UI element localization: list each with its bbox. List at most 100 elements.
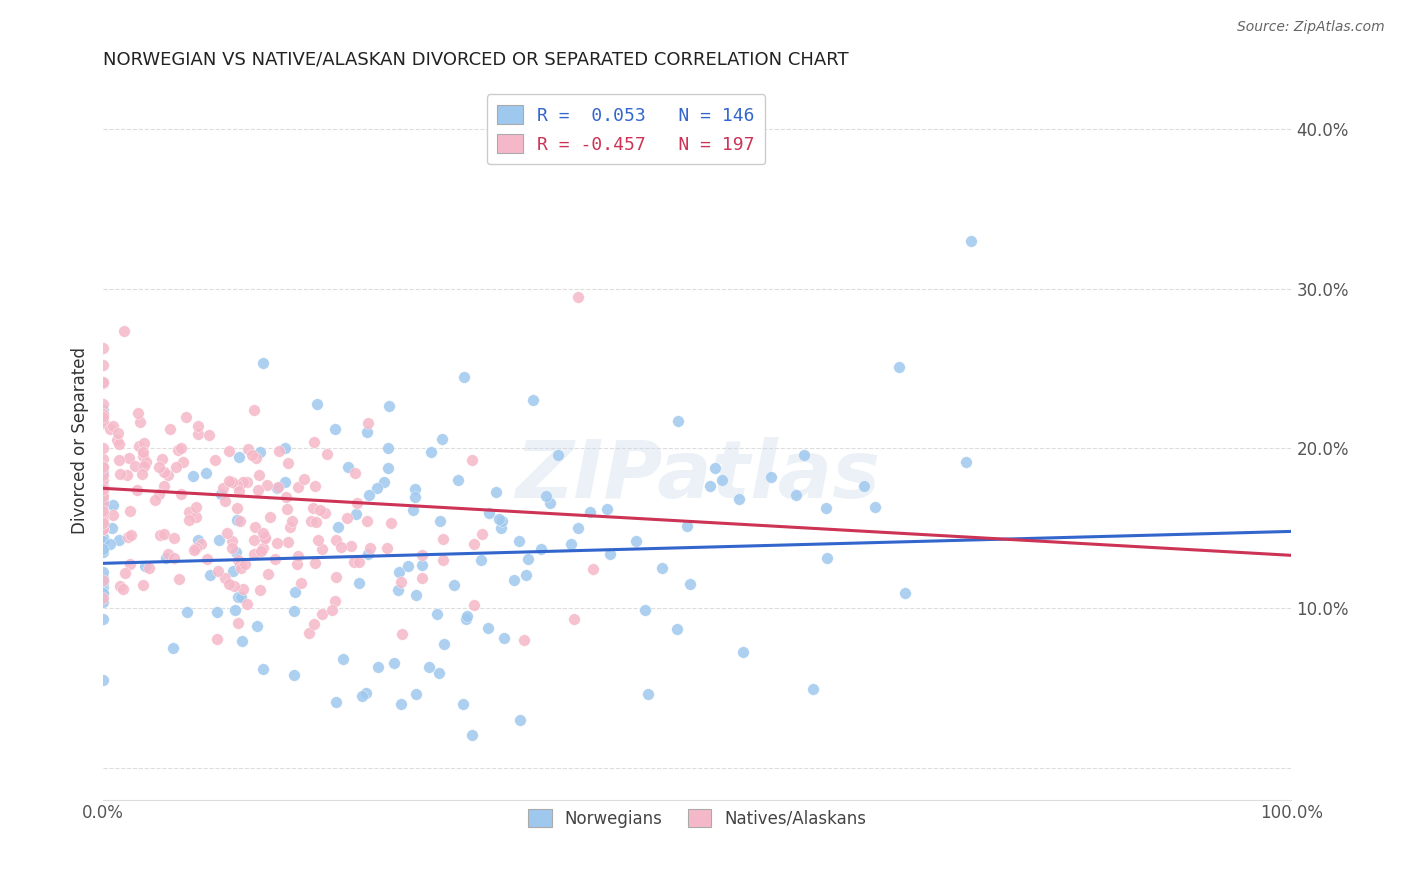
Point xyxy=(247,468,270,483)
Point xyxy=(195,552,218,566)
Point xyxy=(249,582,271,597)
Point xyxy=(159,422,181,436)
Point xyxy=(204,453,226,467)
Point xyxy=(107,425,129,440)
Point xyxy=(405,588,427,602)
Point xyxy=(91,499,114,513)
Point xyxy=(184,500,207,514)
Point xyxy=(298,626,321,640)
Point xyxy=(325,533,347,547)
Point xyxy=(246,619,269,633)
Point xyxy=(699,479,721,493)
Point xyxy=(128,415,150,429)
Point xyxy=(243,402,266,417)
Point xyxy=(283,604,305,618)
Point xyxy=(711,474,734,488)
Point xyxy=(190,537,212,551)
Point xyxy=(287,480,309,494)
Point xyxy=(489,520,512,534)
Point xyxy=(101,508,124,522)
Point xyxy=(114,566,136,580)
Point xyxy=(404,491,426,505)
Point xyxy=(889,359,911,374)
Point xyxy=(451,697,474,711)
Point xyxy=(955,455,977,469)
Point xyxy=(131,578,153,592)
Point xyxy=(165,459,187,474)
Point xyxy=(231,633,253,648)
Point xyxy=(380,516,402,531)
Point xyxy=(221,565,243,579)
Point xyxy=(433,637,456,651)
Point xyxy=(163,531,186,545)
Point xyxy=(91,410,114,425)
Point xyxy=(215,526,238,541)
Point xyxy=(252,541,274,555)
Point xyxy=(405,687,427,701)
Point xyxy=(157,547,180,561)
Point xyxy=(112,324,135,338)
Point xyxy=(522,392,544,407)
Point xyxy=(118,450,141,465)
Point xyxy=(277,456,299,470)
Point xyxy=(356,425,378,439)
Point xyxy=(91,479,114,493)
Point xyxy=(402,503,425,517)
Point xyxy=(344,467,367,481)
Point xyxy=(666,622,689,636)
Point xyxy=(340,539,363,553)
Point xyxy=(101,521,124,535)
Point xyxy=(152,452,174,467)
Point xyxy=(471,527,494,541)
Point xyxy=(91,483,114,497)
Point xyxy=(91,574,114,589)
Point xyxy=(111,582,134,596)
Point xyxy=(221,533,243,548)
Point xyxy=(229,561,252,575)
Point xyxy=(91,341,114,355)
Point xyxy=(579,505,602,519)
Point xyxy=(245,451,267,466)
Point xyxy=(179,513,201,527)
Point xyxy=(299,514,322,528)
Point xyxy=(256,478,278,492)
Point xyxy=(181,469,204,483)
Point xyxy=(103,418,125,433)
Point xyxy=(229,514,252,528)
Point xyxy=(187,418,209,433)
Point xyxy=(225,513,247,527)
Point xyxy=(225,545,247,559)
Point xyxy=(184,541,207,555)
Point xyxy=(256,567,278,582)
Point xyxy=(153,465,176,479)
Point xyxy=(513,632,536,647)
Point xyxy=(266,536,288,550)
Point xyxy=(226,590,249,604)
Text: Source: ZipAtlas.com: Source: ZipAtlas.com xyxy=(1237,20,1385,34)
Point xyxy=(135,455,157,469)
Point xyxy=(389,697,412,711)
Point xyxy=(117,467,139,482)
Point xyxy=(267,480,290,494)
Point xyxy=(91,580,114,594)
Point xyxy=(226,616,249,631)
Point xyxy=(274,475,297,489)
Point xyxy=(325,570,347,584)
Point xyxy=(91,565,114,579)
Point xyxy=(91,460,114,475)
Point xyxy=(323,422,346,436)
Point xyxy=(814,500,837,515)
Point xyxy=(366,481,388,495)
Point xyxy=(91,467,114,482)
Point xyxy=(411,548,433,562)
Point xyxy=(461,728,484,742)
Point xyxy=(378,399,401,413)
Point xyxy=(567,521,589,535)
Point xyxy=(107,437,129,451)
Point xyxy=(287,549,309,564)
Point xyxy=(266,481,288,495)
Point xyxy=(321,603,343,617)
Point xyxy=(207,632,229,646)
Point xyxy=(240,448,263,462)
Point xyxy=(283,668,305,682)
